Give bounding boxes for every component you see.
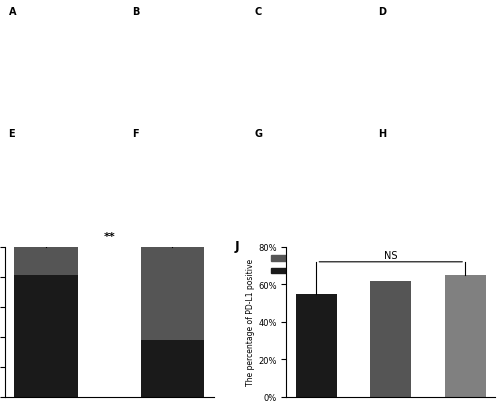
Bar bbox=[370, 281, 411, 397]
Text: B: B bbox=[132, 8, 139, 17]
Text: F: F bbox=[132, 129, 138, 139]
Text: NS: NS bbox=[384, 250, 398, 260]
Bar bbox=[296, 294, 337, 397]
Y-axis label: The percentage of PD-L1 positive: The percentage of PD-L1 positive bbox=[246, 259, 256, 385]
Text: D: D bbox=[378, 8, 386, 17]
Bar bbox=[14, 247, 78, 275]
Text: G: G bbox=[255, 129, 263, 139]
Bar bbox=[14, 275, 78, 397]
Text: **: ** bbox=[104, 231, 115, 241]
Text: J: J bbox=[234, 240, 239, 253]
Text: C: C bbox=[255, 8, 262, 17]
Legend: PD-L1+, PD-L1-: PD-L1+, PD-L1- bbox=[268, 251, 324, 279]
Bar bbox=[141, 247, 204, 340]
Text: A: A bbox=[8, 8, 16, 17]
Text: H: H bbox=[378, 129, 386, 139]
Bar bbox=[444, 275, 486, 397]
Bar bbox=[141, 340, 204, 397]
Text: E: E bbox=[8, 129, 15, 139]
